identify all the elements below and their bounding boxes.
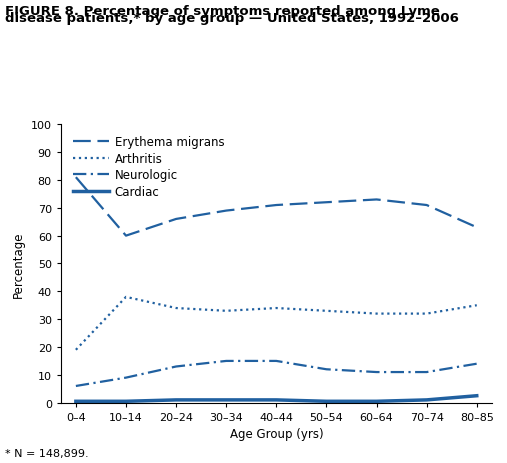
Text: FIGURE 8. Percentage of symptoms reported among Lyme: FIGURE 8. Percentage of symptoms reporte… — [5, 5, 440, 18]
Line: Arthritis: Arthritis — [76, 297, 477, 350]
Line: Neurologic: Neurologic — [76, 361, 477, 386]
Line: Erythema migrans: Erythema migrans — [76, 178, 477, 236]
Erythema migrans — [474, 225, 480, 231]
Neurologic — [424, 369, 430, 375]
Erythema migrans — [73, 175, 79, 181]
Arthritis — [123, 294, 129, 300]
Cardiac — [273, 397, 279, 403]
Arthritis — [424, 311, 430, 317]
Neurologic — [474, 361, 480, 367]
Legend: Erythema migrans, Arthritis, Neurologic, Cardiac: Erythema migrans, Arthritis, Neurologic,… — [71, 134, 227, 201]
Arthritis — [374, 311, 380, 317]
Cardiac — [374, 399, 380, 404]
Neurologic — [123, 375, 129, 381]
Cardiac — [123, 399, 129, 404]
X-axis label: Age Group (yrs): Age Group (yrs) — [230, 427, 323, 440]
Cardiac — [323, 399, 330, 404]
Erythema migrans — [173, 217, 179, 222]
Neurologic — [223, 358, 229, 364]
Arthritis — [223, 308, 229, 314]
Erythema migrans — [323, 200, 330, 206]
Cardiac — [223, 397, 229, 403]
Neurologic — [73, 383, 79, 389]
Neurologic — [323, 367, 330, 372]
Neurologic — [273, 358, 279, 364]
Cardiac — [173, 397, 179, 403]
Neurologic — [173, 364, 179, 369]
Neurologic — [374, 369, 380, 375]
Text: disease patients,* by age group — United States, 1992–2006: disease patients,* by age group — United… — [5, 12, 459, 25]
Erythema migrans — [223, 208, 229, 214]
Y-axis label: Percentage: Percentage — [12, 231, 25, 297]
Cardiac — [424, 397, 430, 403]
Erythema migrans — [424, 203, 430, 208]
Arthritis — [73, 347, 79, 353]
Arthritis — [323, 308, 330, 314]
Text: * N = 148,899.: * N = 148,899. — [5, 448, 89, 458]
Arthritis — [173, 306, 179, 311]
Erythema migrans — [374, 197, 380, 203]
Arthritis — [273, 306, 279, 311]
Line: Cardiac: Cardiac — [76, 396, 477, 401]
Erythema migrans — [273, 203, 279, 208]
Cardiac — [474, 393, 480, 399]
Arthritis — [474, 303, 480, 308]
Cardiac — [73, 399, 79, 404]
Erythema migrans — [123, 233, 129, 239]
